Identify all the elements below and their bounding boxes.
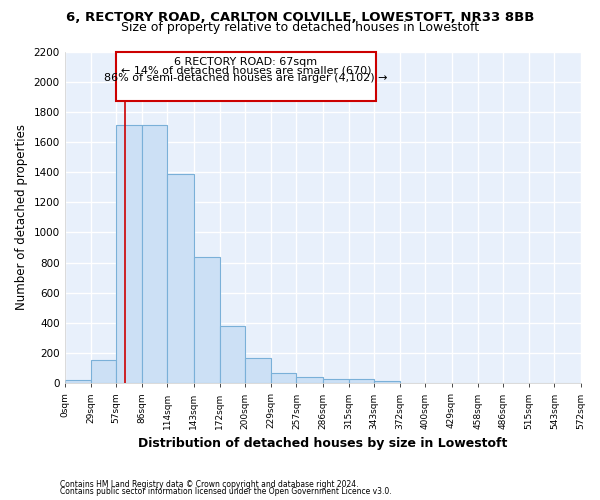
Bar: [142, 126, 167, 384]
Text: Contains public sector information licensed under the Open Government Licence v3: Contains public sector information licen…: [60, 487, 392, 496]
Bar: [323, 378, 349, 384]
Bar: [296, 377, 323, 384]
Bar: [220, 326, 245, 384]
Text: 6 RECTORY ROAD: 67sqm: 6 RECTORY ROAD: 67sqm: [175, 57, 317, 67]
Bar: [116, 52, 376, 100]
Bar: [271, 374, 296, 384]
Text: Contains HM Land Registry data © Crown copyright and database right 2024.: Contains HM Land Registry data © Crown c…: [60, 480, 359, 489]
Bar: [91, 360, 116, 384]
Y-axis label: Number of detached properties: Number of detached properties: [15, 124, 28, 310]
Text: ← 14% of detached houses are smaller (670): ← 14% of detached houses are smaller (67…: [121, 65, 371, 75]
Text: 86% of semi-detached houses are larger (4,102) →: 86% of semi-detached houses are larger (…: [104, 74, 388, 84]
Bar: [245, 358, 271, 384]
X-axis label: Distribution of detached houses by size in Lowestoft: Distribution of detached houses by size …: [138, 437, 507, 450]
Text: 6, RECTORY ROAD, CARLTON COLVILLE, LOWESTOFT, NR33 8BB: 6, RECTORY ROAD, CARLTON COLVILLE, LOWES…: [66, 11, 534, 24]
Bar: [349, 379, 374, 384]
Bar: [194, 258, 220, 384]
Text: Size of property relative to detached houses in Lowestoft: Size of property relative to detached ho…: [121, 22, 479, 35]
Bar: [167, 174, 194, 384]
Bar: [374, 381, 400, 384]
Bar: [116, 126, 142, 384]
Bar: [65, 380, 91, 384]
